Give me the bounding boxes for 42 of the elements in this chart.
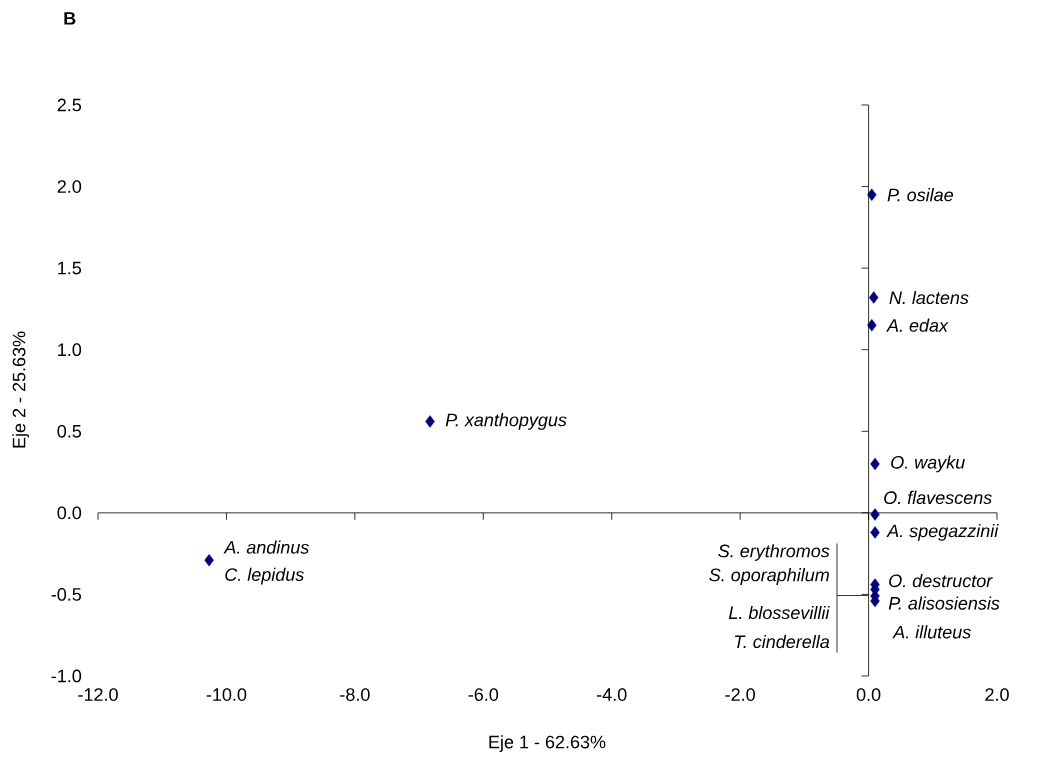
annotation: N. lactens bbox=[889, 290, 969, 305]
annotation: A. spegazzinii bbox=[886, 524, 999, 541]
x-axis-title: Eje 1 - 62.63% bbox=[489, 735, 606, 752]
chart-title: B bbox=[64, 12, 76, 25]
annotation: A. andinus bbox=[223, 540, 309, 554]
annotation: S. erythromos bbox=[718, 544, 830, 561]
point bbox=[870, 526, 880, 539]
y-axis-title: Eje 2 - 25.63% bbox=[12, 331, 29, 448]
y-tick-label: -1.0 bbox=[51, 669, 82, 683]
y-tick-label: 1.0 bbox=[58, 343, 82, 357]
annotation: T. cinderella bbox=[735, 634, 830, 649]
annotation: C. lepidus bbox=[225, 567, 304, 585]
x-tick-label: 0.0 bbox=[856, 688, 881, 701]
point bbox=[870, 457, 880, 471]
y-tick-label: 0.0 bbox=[57, 506, 82, 520]
x-tick-label: -6.0 bbox=[468, 688, 499, 701]
annotation: S. oporaphilum bbox=[709, 568, 829, 585]
point bbox=[867, 188, 877, 201]
x-tick-label: 2.0 bbox=[985, 688, 1009, 701]
annotation: P. xanthopygus bbox=[445, 413, 567, 430]
y-tick-label: -0.5 bbox=[51, 588, 82, 601]
x-tick-label: -4.0 bbox=[597, 688, 627, 701]
annotation: A. edax bbox=[886, 318, 949, 332]
point bbox=[425, 415, 435, 428]
annotation: O. destructor bbox=[889, 574, 993, 588]
point bbox=[869, 291, 879, 304]
annotation: O. wayku bbox=[891, 455, 965, 473]
y-tick-label: 2.5 bbox=[57, 98, 82, 112]
annotation: A. illuteus bbox=[892, 625, 971, 639]
x-tick-label: -8.0 bbox=[340, 688, 370, 701]
point bbox=[204, 553, 214, 567]
y-tick-label: 1.5 bbox=[58, 261, 82, 275]
x-tick-label: -2.0 bbox=[725, 688, 755, 701]
y-tick-label: 0.5 bbox=[57, 424, 82, 438]
point bbox=[867, 319, 877, 332]
annotation: P. alisosiensis bbox=[888, 596, 1000, 610]
x-tick-label: -12.0 bbox=[78, 688, 118, 701]
annotation: O. flavescens bbox=[884, 490, 992, 505]
annotation: L. blossevillii bbox=[728, 605, 830, 620]
x-tick-label: -10.0 bbox=[206, 688, 247, 701]
annotation: P. osilae bbox=[887, 188, 954, 202]
y-tick-label: 2.0 bbox=[57, 180, 82, 193]
